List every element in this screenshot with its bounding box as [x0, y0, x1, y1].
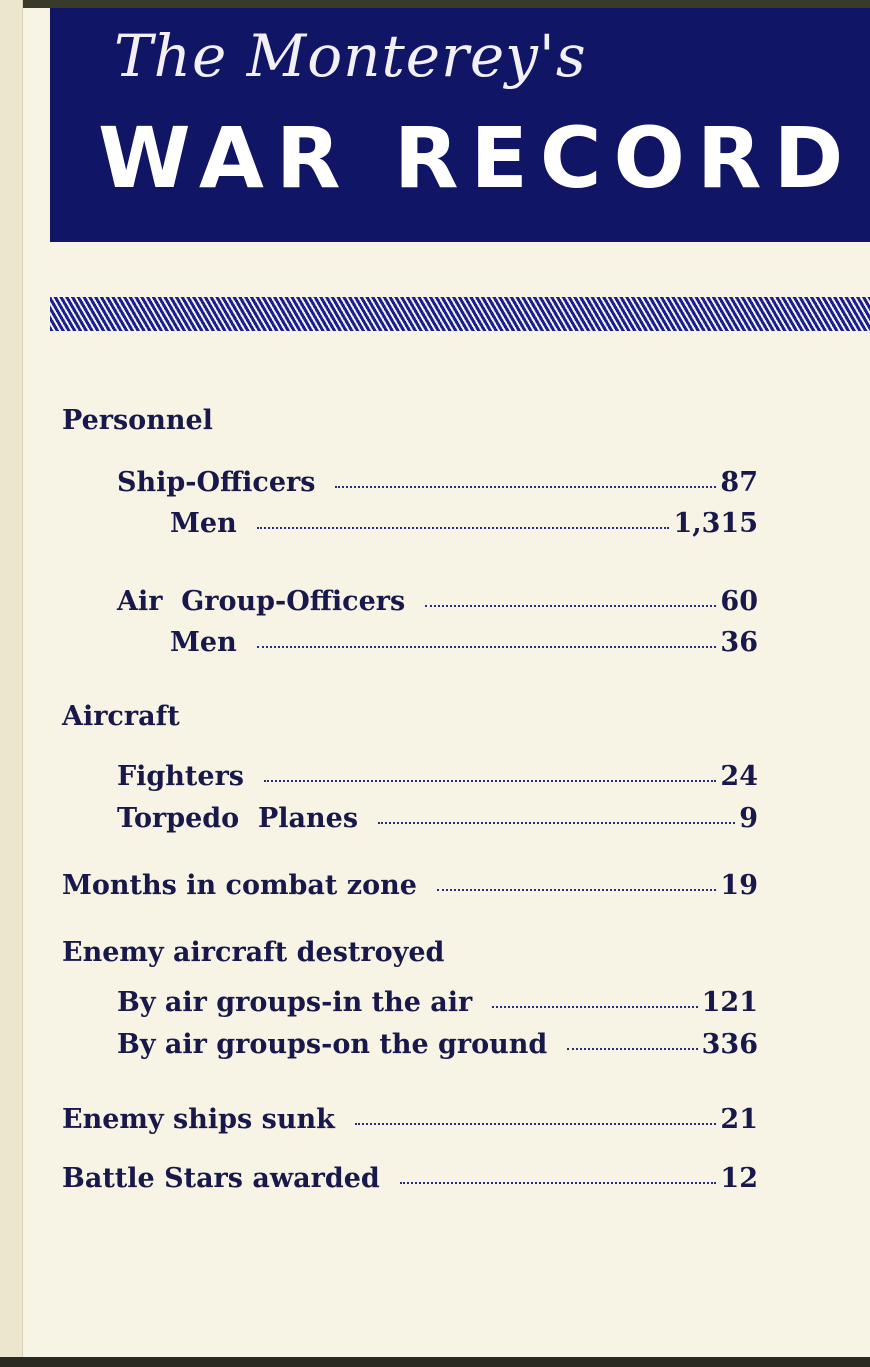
dot-leader	[399, 1182, 717, 1184]
item-value: 87	[720, 467, 758, 498]
dot-leader	[567, 1048, 698, 1050]
item-value: 1,315	[673, 508, 758, 539]
item-value: 24	[720, 761, 758, 792]
item-label: Ship-Officers	[117, 467, 316, 498]
dot-leader	[256, 646, 717, 648]
list-item: Air Group-Officers 60	[117, 586, 758, 617]
list-item: Battle Stars awarded 12	[62, 1163, 758, 1194]
item-value: 21	[720, 1104, 758, 1135]
item-label: Men	[170, 627, 237, 658]
page-bottom-edge	[0, 1357, 870, 1367]
title-banner: The Monterey's WAR RECORD	[50, 8, 870, 242]
item-value: 9	[739, 803, 758, 834]
item-label: Battle Stars awarded	[62, 1163, 380, 1194]
list-item: Months in combat zone 19	[62, 870, 758, 901]
hatched-divider	[50, 297, 870, 331]
item-label: Fighters	[117, 761, 245, 792]
item-label: Air Group-Officers	[117, 586, 406, 617]
dot-leader	[354, 1123, 717, 1125]
item-value: 19	[720, 870, 758, 901]
item-label: Enemy ships sunk	[62, 1104, 335, 1135]
dot-leader	[492, 1006, 698, 1008]
item-value: 336	[701, 1029, 758, 1060]
item-value: 36	[720, 627, 758, 658]
item-value: 60	[720, 586, 758, 617]
binding-edge	[0, 0, 23, 1367]
item-label: Men	[170, 508, 237, 539]
dot-leader	[436, 889, 717, 891]
dot-leader	[425, 605, 717, 607]
dot-leader	[378, 822, 736, 824]
item-label: Torpedo Planes	[117, 803, 359, 834]
dot-leader	[335, 486, 717, 488]
main-title: WAR RECORD	[98, 109, 856, 207]
item-value: 121	[701, 987, 758, 1018]
section-enemy-aircraft: Enemy aircraft destroyed	[62, 937, 445, 968]
script-title: The Monterey's	[114, 22, 587, 90]
list-item: Men 1,315	[170, 508, 758, 539]
list-item: Ship-Officers 87	[117, 467, 758, 498]
list-item: Enemy ships sunk 21	[62, 1104, 758, 1135]
section-aircraft: Aircraft	[62, 701, 180, 732]
item-label: By air groups-on the ground	[117, 1029, 548, 1060]
page-top-edge	[0, 0, 870, 8]
dot-leader	[256, 527, 670, 529]
list-item: Torpedo Planes 9	[117, 803, 758, 834]
item-label: By air groups-in the air	[117, 987, 473, 1018]
list-item: By air groups-in the air 121	[117, 987, 758, 1018]
list-item: Men 36	[170, 627, 758, 658]
item-label: Months in combat zone	[62, 870, 417, 901]
dot-leader	[264, 780, 717, 782]
list-item: Fighters 24	[117, 761, 758, 792]
section-personnel: Personnel	[62, 405, 213, 436]
item-value: 12	[720, 1163, 758, 1194]
list-item: By air groups-on the ground 336	[117, 1029, 758, 1060]
